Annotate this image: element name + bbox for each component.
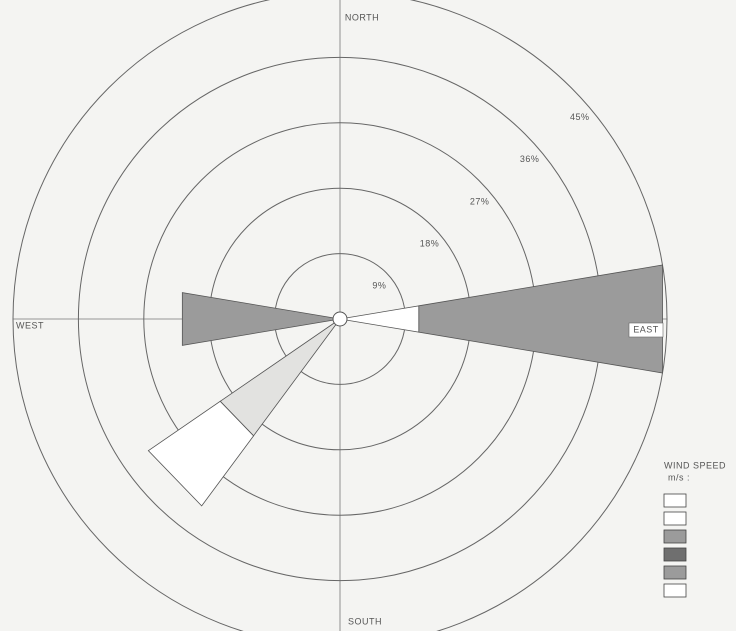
petal-segment (219, 318, 341, 437)
direction-label: NORTH (345, 12, 379, 22)
ring-label: 18% (420, 238, 440, 248)
legend-title: WIND SPEED (664, 460, 726, 470)
legend-swatch (663, 583, 687, 598)
direction-label: EAST (633, 324, 659, 334)
legend-swatch (663, 511, 687, 526)
legend-swatch (663, 493, 687, 508)
ring-label: 36% (520, 154, 540, 164)
legend-swatch (663, 547, 687, 562)
direction-label: WEST (16, 320, 44, 330)
petal-segment (181, 292, 341, 346)
petal-segment (339, 305, 420, 333)
legend-swatch (663, 565, 687, 580)
label-box (628, 322, 664, 338)
legend-swatch (663, 529, 687, 544)
petal-segment (418, 264, 663, 374)
center-hub (332, 311, 348, 327)
direction-label: SOUTH (348, 616, 382, 626)
ring-label: 45% (570, 112, 590, 122)
ring (12, 0, 668, 631)
legend-unit: m/s : (668, 472, 690, 482)
ring-label: 9% (372, 280, 386, 290)
petal-segment (147, 400, 255, 507)
ring-label: 27% (470, 196, 490, 206)
